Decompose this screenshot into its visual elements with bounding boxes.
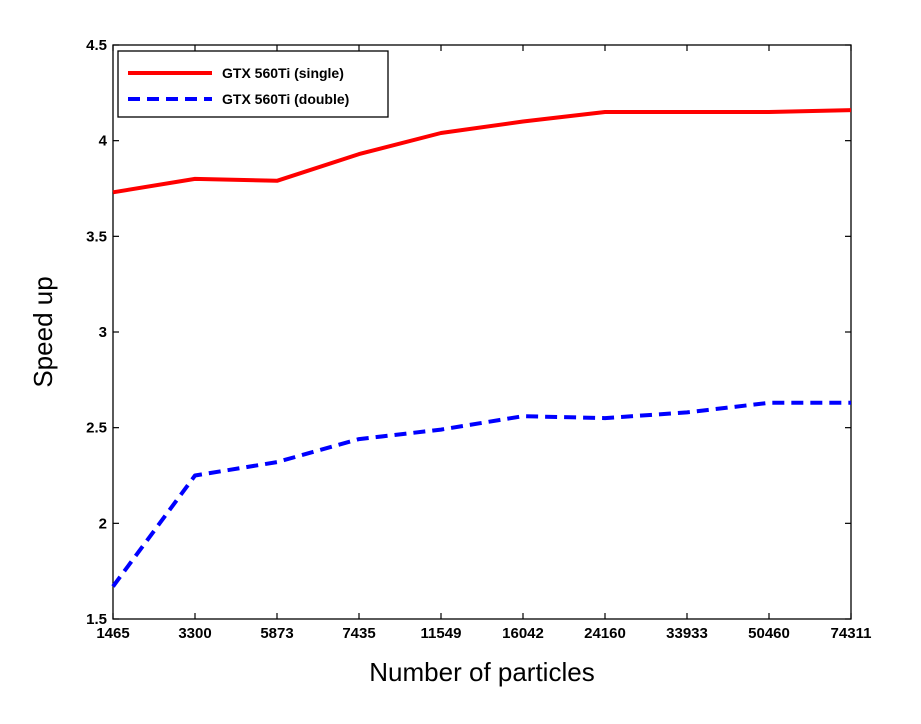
y-axis: 1.5 2 2.5 3 3.5 4 4.5 [86,37,851,628]
y-tick-label: 2 [99,515,107,532]
legend-label-single: GTX 560Ti (single) [222,65,344,81]
plot-area [112,44,852,620]
legend-label-double: GTX 560Ti (double) [222,91,349,107]
y-tick-label: 3 [99,324,107,341]
x-axis-title: Number of particles [369,657,594,687]
y-tick-label: 4 [99,133,108,150]
x-tick-label: 5873 [260,625,293,642]
y-tick-label: 3.5 [86,228,107,245]
series-layer [111,108,852,588]
x-tick-label: 16042 [502,625,544,642]
y-tick-label: 2.5 [86,420,107,437]
y-tick-label: 1.5 [86,611,107,628]
x-tick-label: 3300 [178,625,211,642]
x-tick-label: 24160 [584,625,626,642]
legend: GTX 560Ti (single) GTX 560Ti (double) [117,50,389,118]
x-tick-label: 7435 [342,625,375,642]
x-tick-label: 33933 [666,625,708,642]
x-axis: 1465 3300 5873 7435 11549 16042 24160 33933 5046… [96,45,871,642]
legend-box [117,50,389,118]
y-tick-label: 4.5 [86,37,107,54]
x-tick-label: 11549 [421,625,462,642]
x-tick-label: 74311 [831,625,872,642]
series-line-double [111,400,851,588]
y-axis-title: Speed up [28,276,58,387]
series-line-single [112,108,852,195]
x-tick-label: 50460 [748,625,790,642]
x-tick-label: 1465 [96,625,129,642]
